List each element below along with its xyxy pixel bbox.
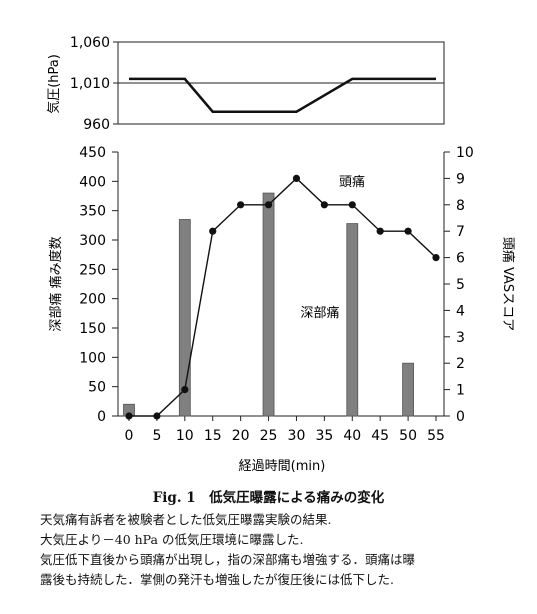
headache-series-line	[129, 177, 437, 417]
x-tick-label: 45	[371, 428, 389, 444]
deep-pain-bar	[262, 192, 275, 417]
headache-point	[264, 201, 273, 209]
headache-point	[432, 254, 440, 262]
headache-point	[292, 174, 301, 182]
headache-point	[153, 412, 161, 420]
x-tick-label: 10	[176, 428, 194, 444]
right-tick-label: 3	[456, 330, 465, 346]
headache-point	[320, 201, 328, 209]
left-tick-label: 300	[79, 233, 106, 249]
headache-series-label: 頭痛	[339, 174, 365, 190]
right-tick-label: 6	[456, 251, 465, 267]
left-tick-label: 250	[79, 262, 106, 278]
headache-point	[181, 386, 189, 394]
x-axis-label: 経過時間(min)	[239, 459, 326, 474]
left-tick-label: 400	[79, 174, 106, 190]
headache-point	[348, 201, 356, 209]
x-tick-label: 50	[399, 428, 417, 444]
headache-point	[125, 412, 133, 420]
pressure-series-line	[129, 77, 436, 113]
x-tick-label: 5	[152, 428, 161, 444]
right-tick-label: 10	[456, 145, 474, 161]
right-axis-label: 頭痛 VASスコア	[500, 237, 516, 331]
right-tick-label: 2	[456, 356, 465, 372]
pressure-tick-label: 960	[83, 117, 110, 133]
left-tick-label: 350	[79, 204, 106, 220]
caption-line: 天気痛有訴者を被験者とした低気圧曝露実験の結果.	[40, 512, 332, 527]
caption-line: 大気圧より－40 hPa の低気圧環境に曝露した.	[40, 532, 304, 547]
left-tick-label: 50	[88, 380, 106, 396]
left-tick-label: 100	[79, 350, 106, 366]
caption-line: 気圧低下直後から頭痛が出現し，指の深部痛も増強する．頭痛は曝	[40, 552, 416, 567]
left-tick-label: 150	[79, 321, 106, 337]
x-tick-label: 15	[204, 428, 222, 444]
left-tick-label: 0	[97, 409, 106, 425]
x-tick-label: 35	[315, 428, 333, 444]
right-tick-label: 8	[456, 198, 465, 214]
left-axis-label: 深部痛 痛み度数	[48, 236, 64, 331]
figure-caption-title: Fig. 1 低気圧曝露による痛みの変化	[152, 490, 385, 506]
headache-point	[404, 227, 412, 235]
x-tick-label: 0	[125, 428, 134, 444]
pressure-tick-label: 1,060	[70, 35, 110, 51]
deep-pain-bar	[346, 223, 359, 417]
pressure-axis-label: 気圧(hPa)	[46, 54, 62, 114]
right-tick-label: 5	[456, 277, 465, 293]
left-tick-label: 450	[79, 145, 106, 161]
pressure-tick-label: 1,010	[70, 76, 110, 92]
right-tick-label: 1	[456, 383, 465, 399]
deep-pain-bar	[178, 219, 191, 417]
x-tick-label: 40	[343, 428, 361, 444]
headache-point	[237, 201, 245, 209]
x-tick-label: 25	[260, 428, 278, 444]
x-tick-label: 20	[232, 428, 250, 444]
right-tick-label: 4	[456, 303, 465, 319]
left-tick-label: 200	[79, 292, 106, 308]
right-tick-label: 0	[456, 409, 465, 425]
caption-line: 露後も持続した．掌側の発汗も増強したが復圧後には低下した.	[40, 572, 394, 587]
headache-point	[209, 227, 217, 235]
right-tick-label: 9	[456, 171, 465, 187]
pressure-panel: 1,060 1,010 960 気圧(hPa)	[46, 35, 445, 133]
deep-pain-series-label: 深部痛	[300, 305, 339, 321]
deep-pain-bar	[402, 362, 414, 417]
right-tick-label: 7	[456, 224, 465, 240]
x-tick-label: 55	[427, 428, 445, 444]
x-tick-label: 30	[288, 428, 306, 444]
headache-point	[376, 227, 384, 235]
